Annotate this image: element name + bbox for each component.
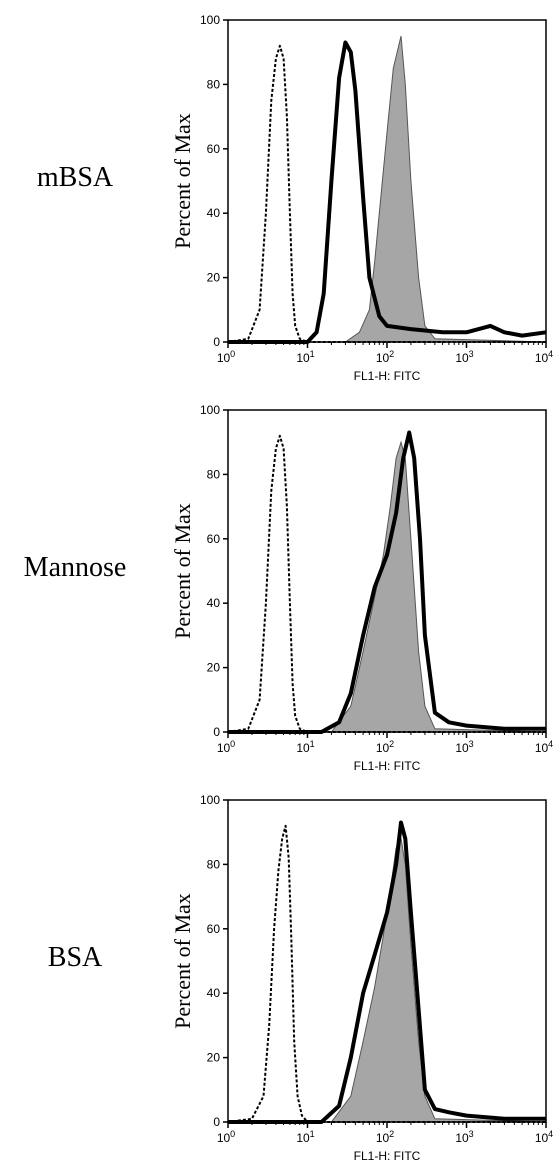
y-tick-label: 60 — [207, 532, 221, 546]
y-axis-label: Percent of Max — [170, 113, 195, 249]
x-tick-label: 100 — [217, 1129, 235, 1145]
x-tick-label: 102 — [376, 739, 394, 755]
y-tick-label: 60 — [207, 922, 221, 936]
y-tick-label: 40 — [207, 986, 221, 1000]
x-tick-label: 100 — [217, 349, 235, 365]
series-area-filled — [228, 440, 547, 733]
x-tick-label: 101 — [296, 1129, 314, 1145]
y-tick-label: 100 — [200, 13, 220, 27]
y-tick-label: 100 — [200, 793, 220, 807]
y-tick-label: 100 — [200, 403, 220, 417]
x-tick-label: 101 — [296, 739, 314, 755]
x-tick-label: 104 — [535, 349, 553, 365]
y-tick-label: 20 — [207, 1051, 221, 1065]
chart-panel-1: Mannose 0 20 40 60 80 100 100 101 102 103 104 FL1-H… — [0, 390, 558, 780]
histogram-chart: 0 20 40 60 80 100 100 101 102 103 104 FL1-H: FITC Pe… — [170, 13, 553, 383]
y-axis-label: Percent of Max — [170, 893, 195, 1029]
y-tick-label: 40 — [207, 596, 221, 610]
chart-panel-0: mBSA 0 20 40 60 80 100 100 101 102 103 104 FL1-H: F… — [0, 0, 558, 390]
y-tick-label: 20 — [207, 271, 221, 285]
x-tick-label: 102 — [376, 1129, 394, 1145]
x-axis-label: FL1-H: FITC — [354, 1149, 421, 1163]
series-area-filled — [228, 837, 547, 1123]
series-line-dotted — [227, 824, 546, 1123]
row-label: Mannose — [23, 552, 127, 583]
x-tick-label: 104 — [535, 739, 553, 755]
y-axis-label: Percent of Max — [170, 503, 195, 639]
y-tick-label: 0 — [213, 725, 220, 739]
x-tick-label: 102 — [376, 349, 394, 365]
y-tick-label: 20 — [207, 661, 221, 675]
x-tick-label: 104 — [535, 1129, 553, 1145]
series-area-filled — [228, 35, 547, 343]
x-axis-label: FL1-H: FITC — [354, 369, 421, 383]
y-tick-label: 0 — [213, 1115, 220, 1129]
y-tick-label: 80 — [207, 467, 221, 481]
y-tick-label: 40 — [207, 206, 221, 220]
x-axis-label: FL1-H: FITC — [354, 759, 421, 773]
y-tick-label: 0 — [213, 335, 220, 349]
x-tick-label: 101 — [296, 349, 314, 365]
series-line-thick — [228, 430, 546, 734]
row-label: mBSA — [36, 162, 114, 193]
y-tick-label: 60 — [207, 142, 221, 156]
row-label: BSA — [47, 942, 103, 973]
x-tick-label: 100 — [217, 739, 235, 755]
y-tick-label: 80 — [207, 77, 221, 91]
chart-panel-2: BSA 0 20 40 60 80 100 100 101 102 103 104 FL1-H: FI… — [0, 780, 558, 1170]
x-tick-label: 103 — [455, 349, 473, 365]
histogram-chart: 0 20 40 60 80 100 100 101 102 103 104 FL1-H: FITC Pe… — [170, 793, 553, 1163]
series-line-thick — [228, 820, 546, 1124]
y-tick-label: 80 — [207, 857, 221, 871]
series-line-thick — [228, 40, 547, 344]
x-tick-label: 103 — [455, 1129, 473, 1145]
x-tick-label: 103 — [455, 739, 473, 755]
histogram-chart: 0 20 40 60 80 100 100 101 102 103 104 FL1-H: FITC Pe… — [170, 403, 553, 773]
